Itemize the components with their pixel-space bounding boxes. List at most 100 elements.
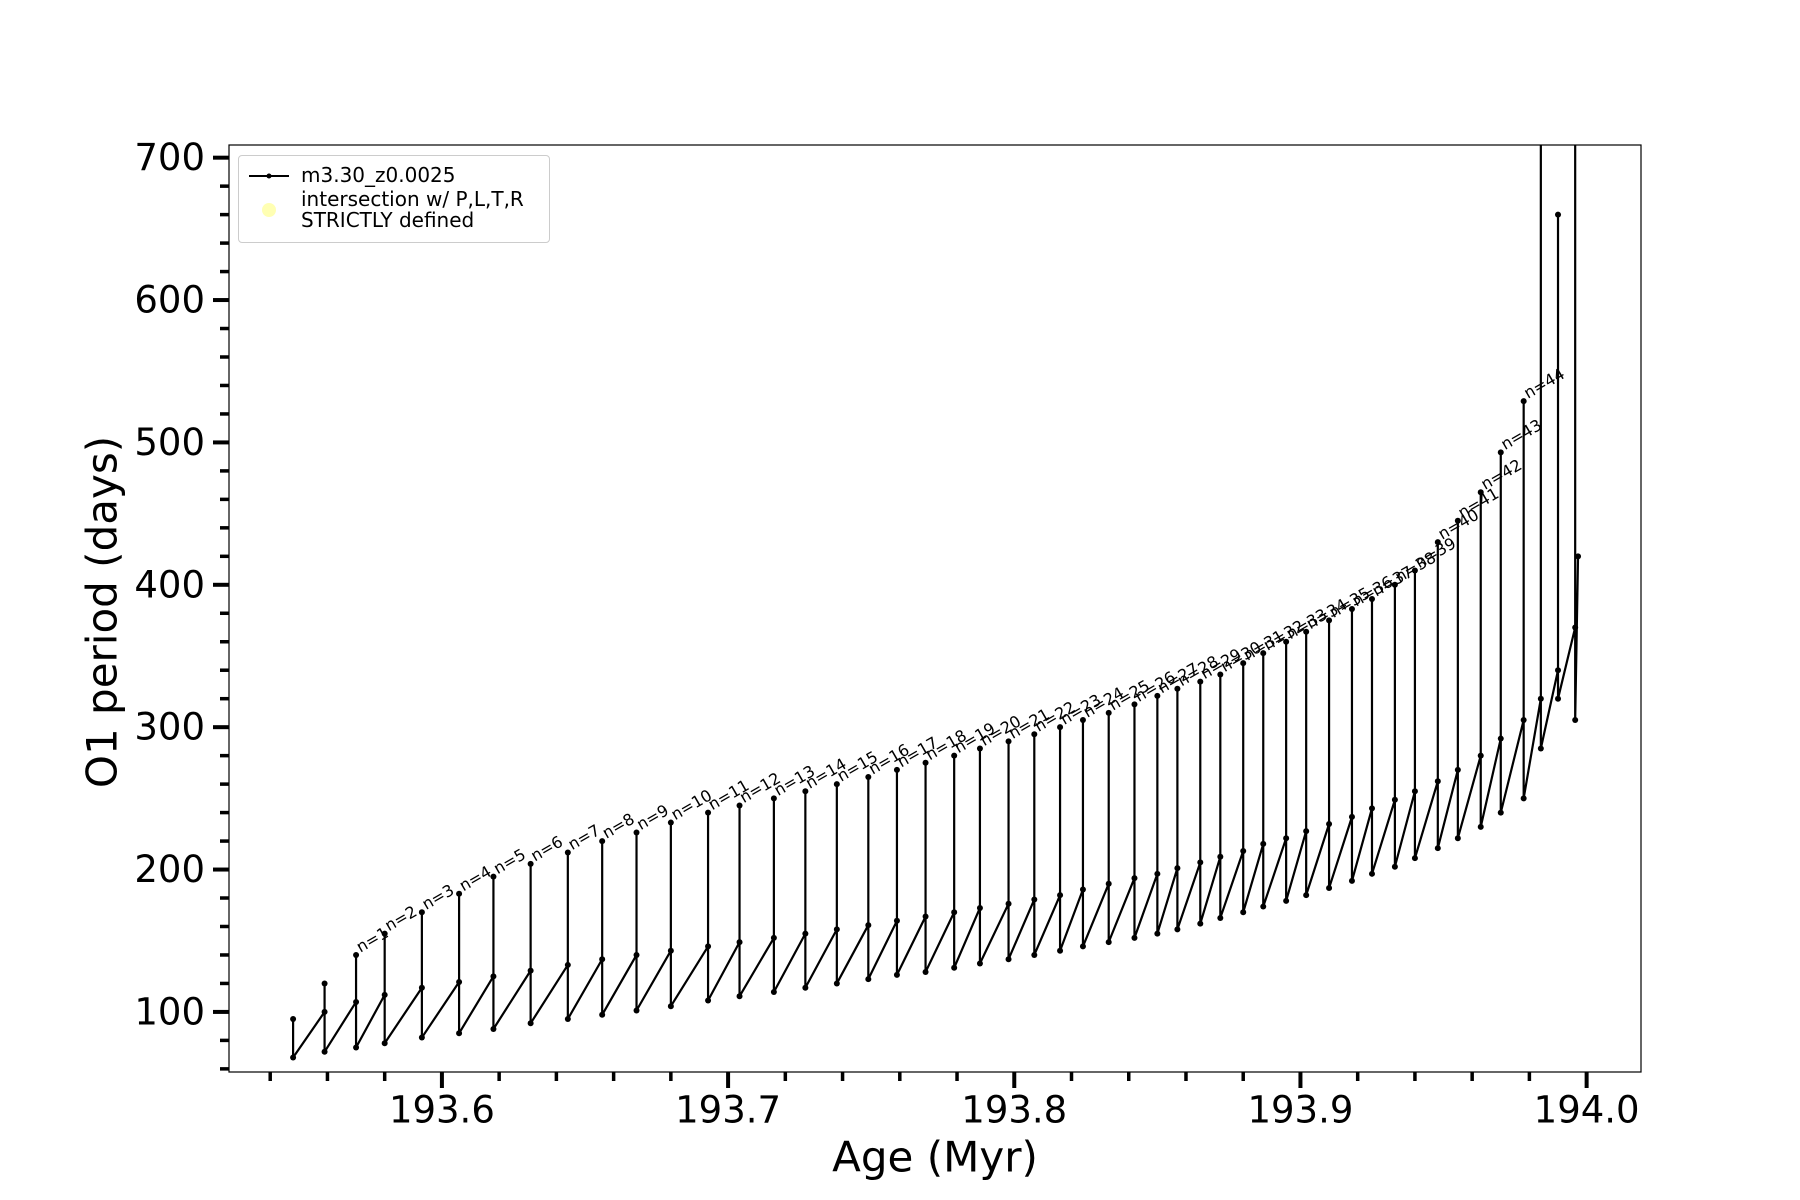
point-marker [667,819,674,826]
point-marker [922,913,929,920]
point-marker [381,1040,388,1047]
point-marker [1477,489,1484,496]
point-marker [1497,735,1504,742]
cycle-annotation: n=7 [565,820,604,853]
point-marker [705,997,712,1004]
cycle-annotation: n=6 [527,832,566,865]
cycle-annotation: n=2 [381,902,420,935]
point-marker [1326,617,1333,624]
cycle-annotation: n=9 [633,801,672,834]
point-marker [833,781,840,788]
point-marker [802,930,809,937]
point-marker [1497,809,1504,816]
point-marker [1555,211,1562,218]
point-marker [1240,909,1247,916]
legend-marker [266,173,272,178]
point-marker [1131,934,1138,941]
point-marker [1303,628,1310,635]
point-marker [1520,795,1527,802]
point-marker [1005,956,1012,963]
point-marker [667,947,674,954]
point-marker [1572,717,1579,724]
point-marker [1174,685,1181,692]
point-marker [1572,624,1579,631]
point-marker [1303,828,1310,835]
point-marker [1411,788,1418,795]
point-marker [1260,650,1267,657]
point-marker [1079,717,1086,724]
point-marker [1217,914,1224,921]
point-marker [705,943,712,950]
point-marker [1454,766,1461,773]
point-marker [321,1048,328,1055]
cycle-annotation: n=8 [599,809,638,842]
point-marker [1005,900,1012,907]
y-tick-label: 600 [134,279,205,322]
point-marker [527,967,534,974]
point-marker [564,1016,571,1023]
point-marker [736,993,743,1000]
point-marker [893,917,900,924]
point-marker [290,1016,297,1023]
point-marker [1005,738,1012,745]
point-marker [833,926,840,933]
point-marker [381,991,388,998]
y-tick-label: 500 [134,421,205,464]
point-marker [736,939,743,946]
point-marker [1391,863,1398,870]
point-marker [1031,951,1038,958]
point-marker [1174,926,1181,933]
legend-entry: intersection w/ P,L,T,R STRICTLY defined [239,189,549,231]
point-marker [1105,880,1112,887]
y-axis-label: O1 period (days) [78,436,127,788]
point-marker [865,922,872,929]
point-marker [490,873,497,880]
point-marker [1391,581,1398,588]
point-marker [353,951,360,958]
point-marker [705,809,712,816]
point-marker [1283,897,1290,904]
point-marker [490,1026,497,1033]
point-marker [527,1020,534,1027]
point-marker [1079,943,1086,950]
point-marker [1411,567,1418,574]
point-marker [1326,820,1333,827]
point-marker [770,795,777,802]
point-marker [1057,724,1064,731]
point-marker [599,838,606,845]
x-tick-label: 193.8 [961,1089,1067,1132]
x-tick-label: 193.6 [389,1089,495,1132]
point-marker [770,988,777,995]
point-marker [1303,892,1310,899]
point-marker [802,788,809,795]
point-marker [1031,896,1038,903]
point-marker [1434,539,1441,546]
point-marker [770,934,777,941]
point-marker [976,960,983,967]
point-marker [1555,695,1562,702]
point-marker [976,904,983,911]
point-marker [1348,877,1355,884]
point-marker [1368,805,1375,812]
point-marker [1197,678,1204,685]
legend-marker [262,203,276,217]
point-marker [1537,745,1544,752]
point-marker [564,961,571,968]
point-marker [1391,796,1398,803]
point-marker [1477,752,1484,759]
y-tick-label: 400 [134,563,205,606]
point-marker [1057,892,1064,899]
point-marker [1348,605,1355,612]
legend-swatch [249,173,289,178]
point-marker [1240,848,1247,855]
point-marker [1131,875,1138,882]
point-marker [353,1044,360,1051]
y-tick-label: 700 [134,136,205,179]
point-marker [1283,638,1290,645]
point-marker [951,909,958,916]
point-marker [1537,695,1544,702]
point-marker [1555,667,1562,674]
cycle-annotation: n=43 [1498,415,1546,453]
